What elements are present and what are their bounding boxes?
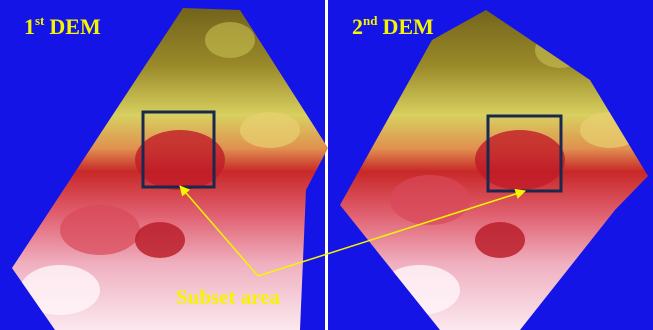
page: {"panels": [ {"title": {"number": "1", "… (0, 0, 653, 330)
divider (325, 0, 328, 330)
annotation: Subset area (176, 285, 281, 309)
title-suffix: nd (363, 13, 378, 28)
title-rest: DEM (49, 14, 101, 39)
title-rest: DEM (382, 14, 434, 39)
figure: 1st DEM 2nd DEM Subset area (0, 0, 653, 330)
title-number: 2 (352, 14, 363, 39)
title-suffix: st (35, 13, 45, 28)
title-number: 1 (24, 14, 35, 39)
